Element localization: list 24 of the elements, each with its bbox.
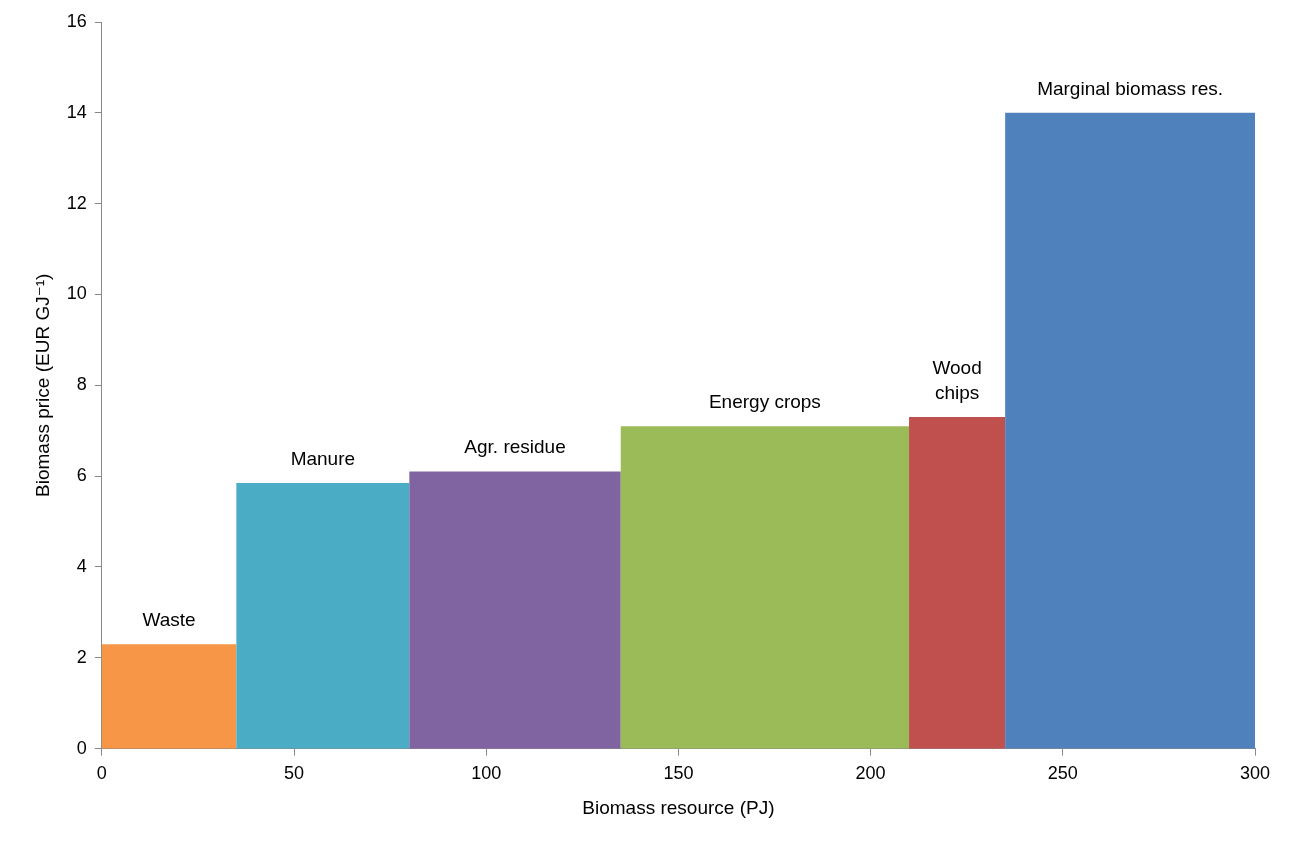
y-tick-label: 4 xyxy=(76,555,87,576)
y-tick-label: 16 xyxy=(66,10,87,31)
y-tick-label: 14 xyxy=(66,101,87,122)
y-tick-label: 6 xyxy=(76,465,87,486)
y-tick-label: 2 xyxy=(76,646,87,667)
annotation: Marginal biomass res. xyxy=(1037,77,1223,99)
x-tick-label: 200 xyxy=(855,763,886,784)
y-tick-label: 10 xyxy=(66,283,87,304)
x-tick-label: 250 xyxy=(1047,763,1078,784)
y-tick-label: 12 xyxy=(66,192,87,213)
annotation: Manure xyxy=(290,447,356,469)
y-tick-label: 0 xyxy=(76,737,87,758)
y-axis-title: Biomass price (EUR GJ⁻¹) xyxy=(31,273,53,497)
annotation: Wood chips xyxy=(932,356,982,403)
annotation: Agr. residue xyxy=(464,436,566,458)
x-tick-label: 50 xyxy=(284,763,305,784)
x-tick-label: 300 xyxy=(1239,763,1271,784)
y-tick-label: 8 xyxy=(76,374,87,395)
x-axis-title: Biomass resource (PJ) xyxy=(582,796,775,818)
x-tick-label: 0 xyxy=(96,763,107,784)
x-tick-label: 150 xyxy=(663,763,694,784)
x-tick-label: 100 xyxy=(471,763,502,784)
annotation: Waste xyxy=(142,608,196,630)
annotation: Energy crops xyxy=(708,390,821,412)
